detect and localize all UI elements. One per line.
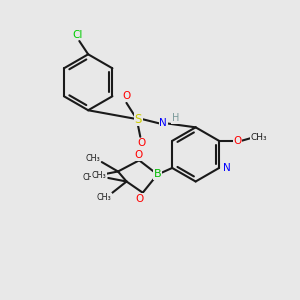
Text: B: B bbox=[154, 169, 161, 179]
Text: O: O bbox=[233, 136, 242, 146]
Text: CH₃: CH₃ bbox=[92, 170, 106, 179]
Text: O: O bbox=[135, 194, 143, 204]
Text: CH₃: CH₃ bbox=[83, 173, 98, 182]
Text: CH₃: CH₃ bbox=[85, 154, 100, 163]
Text: CH₃: CH₃ bbox=[97, 194, 112, 202]
Text: H: H bbox=[172, 113, 179, 123]
Text: N: N bbox=[159, 118, 167, 128]
Text: Cl: Cl bbox=[73, 30, 83, 40]
Text: CH₃: CH₃ bbox=[250, 133, 267, 142]
Text: S: S bbox=[134, 112, 142, 126]
Text: O: O bbox=[137, 138, 146, 148]
Text: N: N bbox=[223, 163, 230, 173]
Text: O: O bbox=[134, 150, 143, 160]
Text: O: O bbox=[122, 92, 130, 101]
